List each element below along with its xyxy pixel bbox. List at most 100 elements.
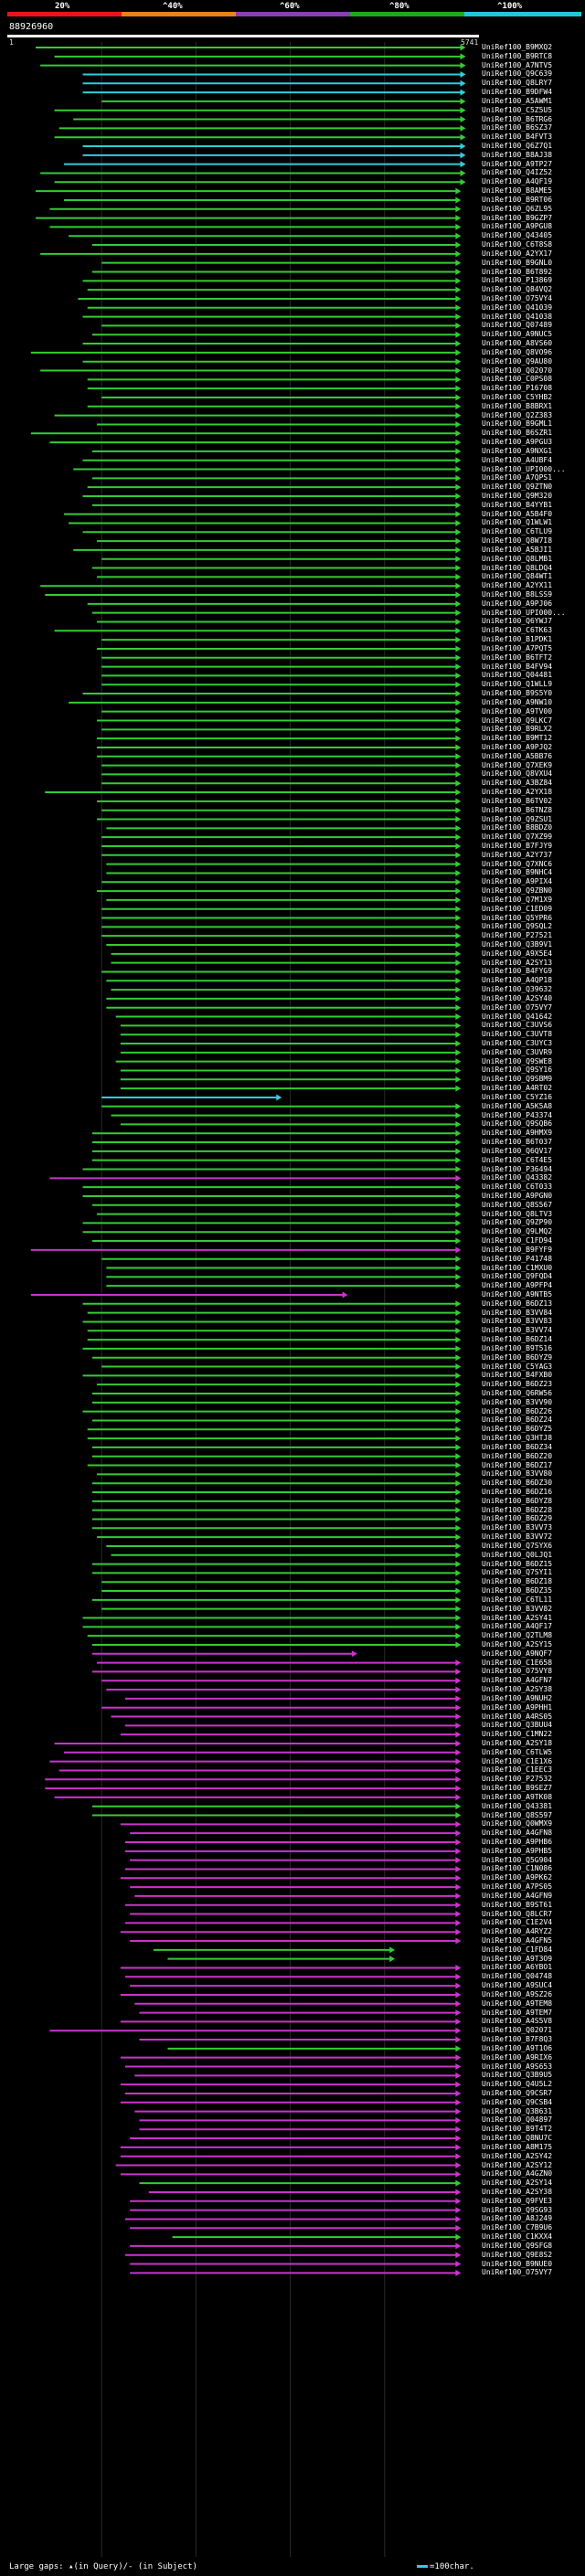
hit-label[interactable]: UniRef100_Q7M1X9 xyxy=(482,895,553,904)
hit-label[interactable]: UniRef100_A4GFN8 xyxy=(482,1829,553,1838)
hit-label[interactable]: UniRef100_B6DZ13 xyxy=(482,1299,553,1308)
hit-label[interactable]: UniRef100_B7F8Q3 xyxy=(482,2035,553,2044)
hit-label[interactable]: UniRef100_C6TLU9 xyxy=(482,527,553,536)
hit-label[interactable]: UniRef100_C1FD94 xyxy=(482,1236,553,1246)
hit-label[interactable]: UniRef100_UPI000... xyxy=(482,608,566,617)
hit-label[interactable]: UniRef100_B9GML1 xyxy=(482,419,553,429)
hit-label[interactable]: UniRef100_C3UVT8 xyxy=(482,1030,553,1039)
hit-label[interactable]: UniRef100_B8AME5 xyxy=(482,186,553,196)
hit-label[interactable]: UniRef100_B8AJ38 xyxy=(482,150,553,159)
hit-label[interactable]: UniRef100_C5YZ16 xyxy=(482,1092,553,1101)
hit-label[interactable]: UniRef100_Q5G904 xyxy=(482,1855,553,1864)
hit-label[interactable]: UniRef100_A2SY15 xyxy=(482,1639,553,1648)
hit-label[interactable]: UniRef100_Q7SYX6 xyxy=(482,1541,553,1550)
hit-label[interactable]: UniRef100_P43374 xyxy=(482,1110,553,1119)
hit-label[interactable]: UniRef100_B6DYZ9 xyxy=(482,1352,553,1362)
hit-label[interactable]: UniRef100_Q02071 xyxy=(482,2026,553,2035)
hit-label[interactable]: UniRef100_A2SY38 xyxy=(482,2187,553,2196)
hit-label[interactable]: UniRef100_A2YX11 xyxy=(482,581,553,590)
hit-label[interactable]: UniRef100_A9HMX9 xyxy=(482,1129,553,1138)
hit-label[interactable]: UniRef100_C5Z5U5 xyxy=(482,105,553,114)
hit-label[interactable]: UniRef100_A4GZN0 xyxy=(482,2169,553,2178)
hit-label[interactable]: UniRef100_A6YBO1 xyxy=(482,1963,553,1972)
hit-label[interactable]: UniRef100_B1PDK1 xyxy=(482,635,553,644)
hit-label[interactable]: UniRef100_B4FYG9 xyxy=(482,967,553,976)
hit-label[interactable]: UniRef100_B6DZ28 xyxy=(482,1505,553,1514)
hit-label[interactable]: UniRef100_B6DZ30 xyxy=(482,1479,553,1488)
hit-label[interactable]: UniRef100_B9FYF9 xyxy=(482,1245,553,1254)
hit-label[interactable]: UniRef100_Q04748 xyxy=(482,1972,553,1981)
hit-label[interactable]: UniRef100_C1E1X6 xyxy=(482,1756,553,1765)
hit-label[interactable]: UniRef100_C1ED09 xyxy=(482,904,553,913)
hit-label[interactable]: UniRef100_B6DZ23 xyxy=(482,1380,553,1389)
hit-label[interactable]: UniRef100_A2SY38 xyxy=(482,1685,553,1694)
hit-label[interactable]: UniRef100_A9PHH1 xyxy=(482,1702,553,1712)
hit-label[interactable]: UniRef100_Q9ZP90 xyxy=(482,1218,553,1227)
hit-label[interactable]: UniRef100_Q9E8S2 xyxy=(482,2250,553,2259)
hit-label[interactable]: UniRef100_Q8W7I8 xyxy=(482,536,553,546)
hit-label[interactable]: UniRef100_P36494 xyxy=(482,1164,553,1173)
hit-label[interactable]: UniRef100_A9TEM8 xyxy=(482,1998,553,2008)
hit-label[interactable]: UniRef100_B9S5Y0 xyxy=(482,689,553,698)
hit-label[interactable]: UniRef100_Q8VXU4 xyxy=(482,769,553,779)
hit-label[interactable]: UniRef100_Q8VO96 xyxy=(482,347,553,356)
hit-label[interactable]: UniRef100_Q41038 xyxy=(482,312,553,321)
hit-label[interactable]: UniRef100_A7PS05 xyxy=(482,1882,553,1892)
hit-label[interactable]: UniRef100_Q9FQD4 xyxy=(482,1272,553,1281)
hit-label[interactable]: UniRef100_A9NTB5 xyxy=(482,1289,553,1299)
hit-label[interactable]: UniRef100_P13869 xyxy=(482,276,553,285)
hit-label[interactable]: UniRef100_Q2TLM8 xyxy=(482,1631,553,1640)
hit-label[interactable]: UniRef100_B9RT06 xyxy=(482,195,553,204)
hit-label[interactable]: UniRef100_Q39632 xyxy=(482,985,553,994)
hit-label[interactable]: UniRef100_A7PQT5 xyxy=(482,643,553,652)
hit-label[interactable]: UniRef100_C6T033 xyxy=(482,1182,553,1192)
hit-label[interactable]: UniRef100_Q43381 xyxy=(482,1801,553,1810)
hit-label[interactable]: UniRef100_A9PJ06 xyxy=(482,599,553,608)
hit-label[interactable]: UniRef100_B6DZ17 xyxy=(482,1460,553,1469)
hit-label[interactable]: UniRef100_B6DZ26 xyxy=(482,1406,553,1415)
hit-label[interactable]: UniRef100_Q6QV17 xyxy=(482,1146,553,1155)
hit-label[interactable]: UniRef100_Q7XZ99 xyxy=(482,832,553,842)
hit-label[interactable]: UniRef100_A9PK62 xyxy=(482,1873,553,1882)
hit-label[interactable]: UniRef100_Q3B9U5 xyxy=(482,2071,553,2080)
hit-label[interactable]: UniRef100_A8J249 xyxy=(482,2214,553,2223)
hit-label[interactable]: UniRef100_B6DZ20 xyxy=(482,1451,553,1460)
hit-label[interactable]: UniRef100_B3VV90 xyxy=(482,1397,553,1406)
hit-label[interactable]: UniRef100_A9PGN0 xyxy=(482,1191,553,1200)
hit-label[interactable]: UniRef100_Q9M320 xyxy=(482,492,553,500)
hit-label[interactable]: UniRef100_Q2Z383 xyxy=(482,410,553,419)
hit-label[interactable]: UniRef100_A9PHB5 xyxy=(482,1846,553,1855)
hit-label[interactable]: UniRef100_Q41642 xyxy=(482,1012,553,1021)
hit-label[interactable]: UniRef100_B6DZ18 xyxy=(482,1577,553,1586)
hit-label[interactable]: UniRef100_Q07489 xyxy=(482,321,553,330)
hit-label[interactable]: UniRef100_B9NHC4 xyxy=(482,868,553,877)
hit-label[interactable]: UniRef100_Q7XNC6 xyxy=(482,859,553,868)
hit-label[interactable]: UniRef100_A2SY42 xyxy=(482,2151,553,2160)
hit-label[interactable]: UniRef100_B4FVT3 xyxy=(482,133,553,142)
hit-label[interactable]: UniRef100_Q43405 xyxy=(482,231,553,240)
hit-label[interactable]: UniRef100_A7NTV5 xyxy=(482,60,553,69)
hit-label[interactable]: UniRef100_Q9SFG8 xyxy=(482,2241,553,2250)
hit-label[interactable]: UniRef100_Q9SBM9 xyxy=(482,1075,553,1084)
hit-label[interactable]: UniRef100_Q8S597 xyxy=(482,1810,553,1819)
hit-label[interactable]: UniRef100_B3VV73 xyxy=(482,1523,553,1532)
hit-label[interactable]: UniRef100_A9T3O9 xyxy=(482,1954,553,1963)
hit-label[interactable]: UniRef100_Q9CSR7 xyxy=(482,2088,553,2097)
hit-label[interactable]: UniRef100_B3VV74 xyxy=(482,1326,553,1335)
hit-label[interactable]: UniRef100_A2SY12 xyxy=(482,2160,553,2169)
hit-label[interactable]: UniRef100_B9GNL0 xyxy=(482,258,553,267)
hit-label[interactable]: UniRef100_C1N086 xyxy=(482,1864,553,1873)
hit-label[interactable]: UniRef100_C5YAG3 xyxy=(482,1362,553,1371)
hit-label[interactable]: UniRef100_B4FXB0 xyxy=(482,1371,553,1380)
hit-label[interactable]: UniRef100_B6DZ35 xyxy=(482,1586,553,1595)
hit-label[interactable]: UniRef100_B6DZ34 xyxy=(482,1442,553,1451)
hit-label[interactable]: UniRef100_A9NXG1 xyxy=(482,446,553,455)
hit-label[interactable]: UniRef100_B9MXQ2 xyxy=(482,43,553,51)
hit-label[interactable]: UniRef100_A5K5A8 xyxy=(482,1101,553,1110)
hit-label[interactable]: UniRef100_B6DZ24 xyxy=(482,1415,553,1425)
hit-label[interactable]: UniRef100_B6DYZ8 xyxy=(482,1496,553,1505)
hit-label[interactable]: UniRef100_B3VV84 xyxy=(482,1308,553,1317)
hit-label[interactable]: UniRef100_B3VV82 xyxy=(482,1604,553,1613)
hit-label[interactable]: UniRef100_Q6YWJ7 xyxy=(482,617,553,626)
hit-label[interactable]: UniRef100_A2SY13 xyxy=(482,958,553,967)
